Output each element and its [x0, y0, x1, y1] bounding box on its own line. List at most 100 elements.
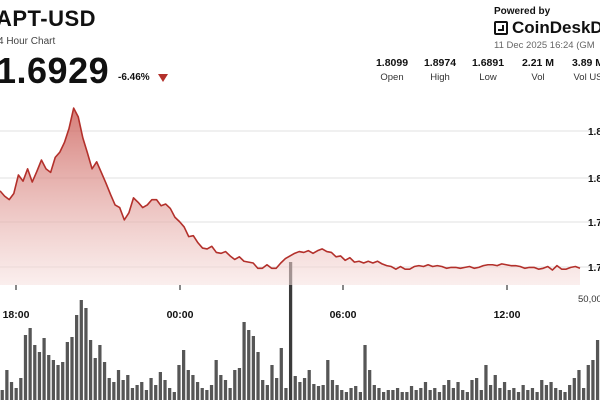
volume-bar [9, 382, 14, 400]
volume-bar [386, 390, 390, 400]
volume-bar [88, 340, 93, 400]
volume-bar [335, 385, 339, 400]
volume-bar [256, 352, 260, 400]
volume-bar [465, 392, 469, 400]
y-tick-label: 1.7 [588, 218, 600, 229]
volume-bar [75, 315, 79, 400]
volume-bar [423, 382, 428, 400]
x-tick-label: 18:00 [3, 309, 30, 321]
x-tick-label: 12:00 [494, 309, 521, 321]
volume-bar [586, 365, 590, 400]
volume-bar [270, 365, 274, 400]
x-tick-label: 00:00 [167, 309, 194, 321]
volume-bar [37, 352, 42, 400]
stat-open-value: 1.8099 [375, 57, 409, 69]
volume-bar [191, 375, 195, 400]
volume-bar [568, 385, 572, 400]
volume-bar [209, 385, 214, 400]
volume-bar [65, 342, 69, 400]
volume-bar [307, 370, 311, 400]
volume-bar [535, 392, 539, 400]
volume-bar [572, 378, 576, 400]
volume-axis-label: 50,000 [578, 294, 600, 305]
stat-high: 1.8974 High [420, 57, 460, 83]
volume-bar [205, 390, 209, 400]
volume-bar [144, 390, 149, 400]
volume-bar [521, 385, 525, 400]
current-price: 1.6929 [0, 50, 110, 91]
volume-bar [98, 345, 102, 400]
y-tick-label: 1.8 [588, 127, 600, 138]
volume-bar [461, 390, 465, 400]
volume-bar [61, 362, 65, 400]
volume-bar [470, 380, 474, 400]
volume-bar [70, 337, 74, 400]
volume-bar [302, 378, 307, 400]
stat-vol-usd: 3.89 M Vol US [566, 57, 600, 83]
volume-bar [288, 262, 293, 400]
stat-low-value: 1.6891 [471, 57, 505, 69]
volume-bar [121, 380, 125, 400]
volume-bar [33, 345, 37, 400]
stat-vol-value: 2.21 M [521, 57, 555, 69]
volume-bar [275, 378, 279, 400]
volume-bar [558, 390, 562, 400]
y-tick-label: 1.8 [588, 174, 600, 185]
volume-bar [51, 360, 56, 400]
volume-bar [475, 378, 479, 400]
volume-bar [140, 382, 144, 400]
down-arrow-icon [158, 74, 168, 82]
volume-bar [47, 355, 51, 400]
volume-bar [228, 388, 232, 400]
volume-bar [368, 370, 372, 400]
stat-vol-usd-label: Vol US [573, 72, 600, 83]
volume-bar [284, 388, 288, 400]
volume-bar [512, 388, 516, 400]
volume-bar [172, 392, 176, 400]
volume-bar [544, 385, 549, 400]
volume-bar [428, 390, 432, 400]
volume-bar [377, 388, 381, 400]
volume-bar [261, 380, 265, 400]
volume-bar [316, 386, 321, 400]
volume-bar [502, 382, 507, 400]
volume-bar [442, 385, 446, 400]
volume-bar [233, 370, 237, 400]
volume-bar [312, 384, 316, 400]
volume-bar [382, 392, 386, 400]
brand[interactable]: CoinDeskDat [494, 18, 600, 38]
volume-bar [419, 388, 423, 400]
volume-bar [107, 378, 111, 400]
volume-bar [549, 382, 553, 400]
volume-bar [79, 300, 83, 400]
brand-name: CoinDeskDat [512, 18, 600, 37]
symbol-title: APT-USD [0, 6, 97, 31]
volume-bar [456, 382, 460, 400]
volume-bar [0, 390, 4, 400]
volume-bar [321, 385, 325, 400]
volume-bar [395, 388, 400, 400]
volume-bar [530, 388, 535, 400]
price-change: -6.46% [118, 72, 150, 83]
volume-bar [237, 368, 242, 400]
volume-bar [242, 322, 246, 400]
coindesk-logo-icon [494, 21, 508, 35]
volume-bar [93, 358, 97, 400]
volume-bar [414, 390, 418, 400]
volume-bar [182, 350, 186, 400]
volume-bar [372, 385, 376, 400]
volume-bar [540, 380, 544, 400]
volume-bar [219, 375, 223, 400]
volume-bar [14, 388, 18, 400]
volume-bar [158, 372, 162, 400]
stat-vol-label: Vol [531, 72, 545, 83]
volume-bar [582, 388, 586, 400]
volume-bar [433, 388, 437, 400]
volume-bar [126, 375, 130, 400]
stat-high-label: High [430, 72, 450, 83]
price-line [0, 107, 581, 271]
volume-bar [591, 360, 595, 400]
volume-bar [344, 392, 349, 400]
volume-bar [265, 385, 269, 400]
